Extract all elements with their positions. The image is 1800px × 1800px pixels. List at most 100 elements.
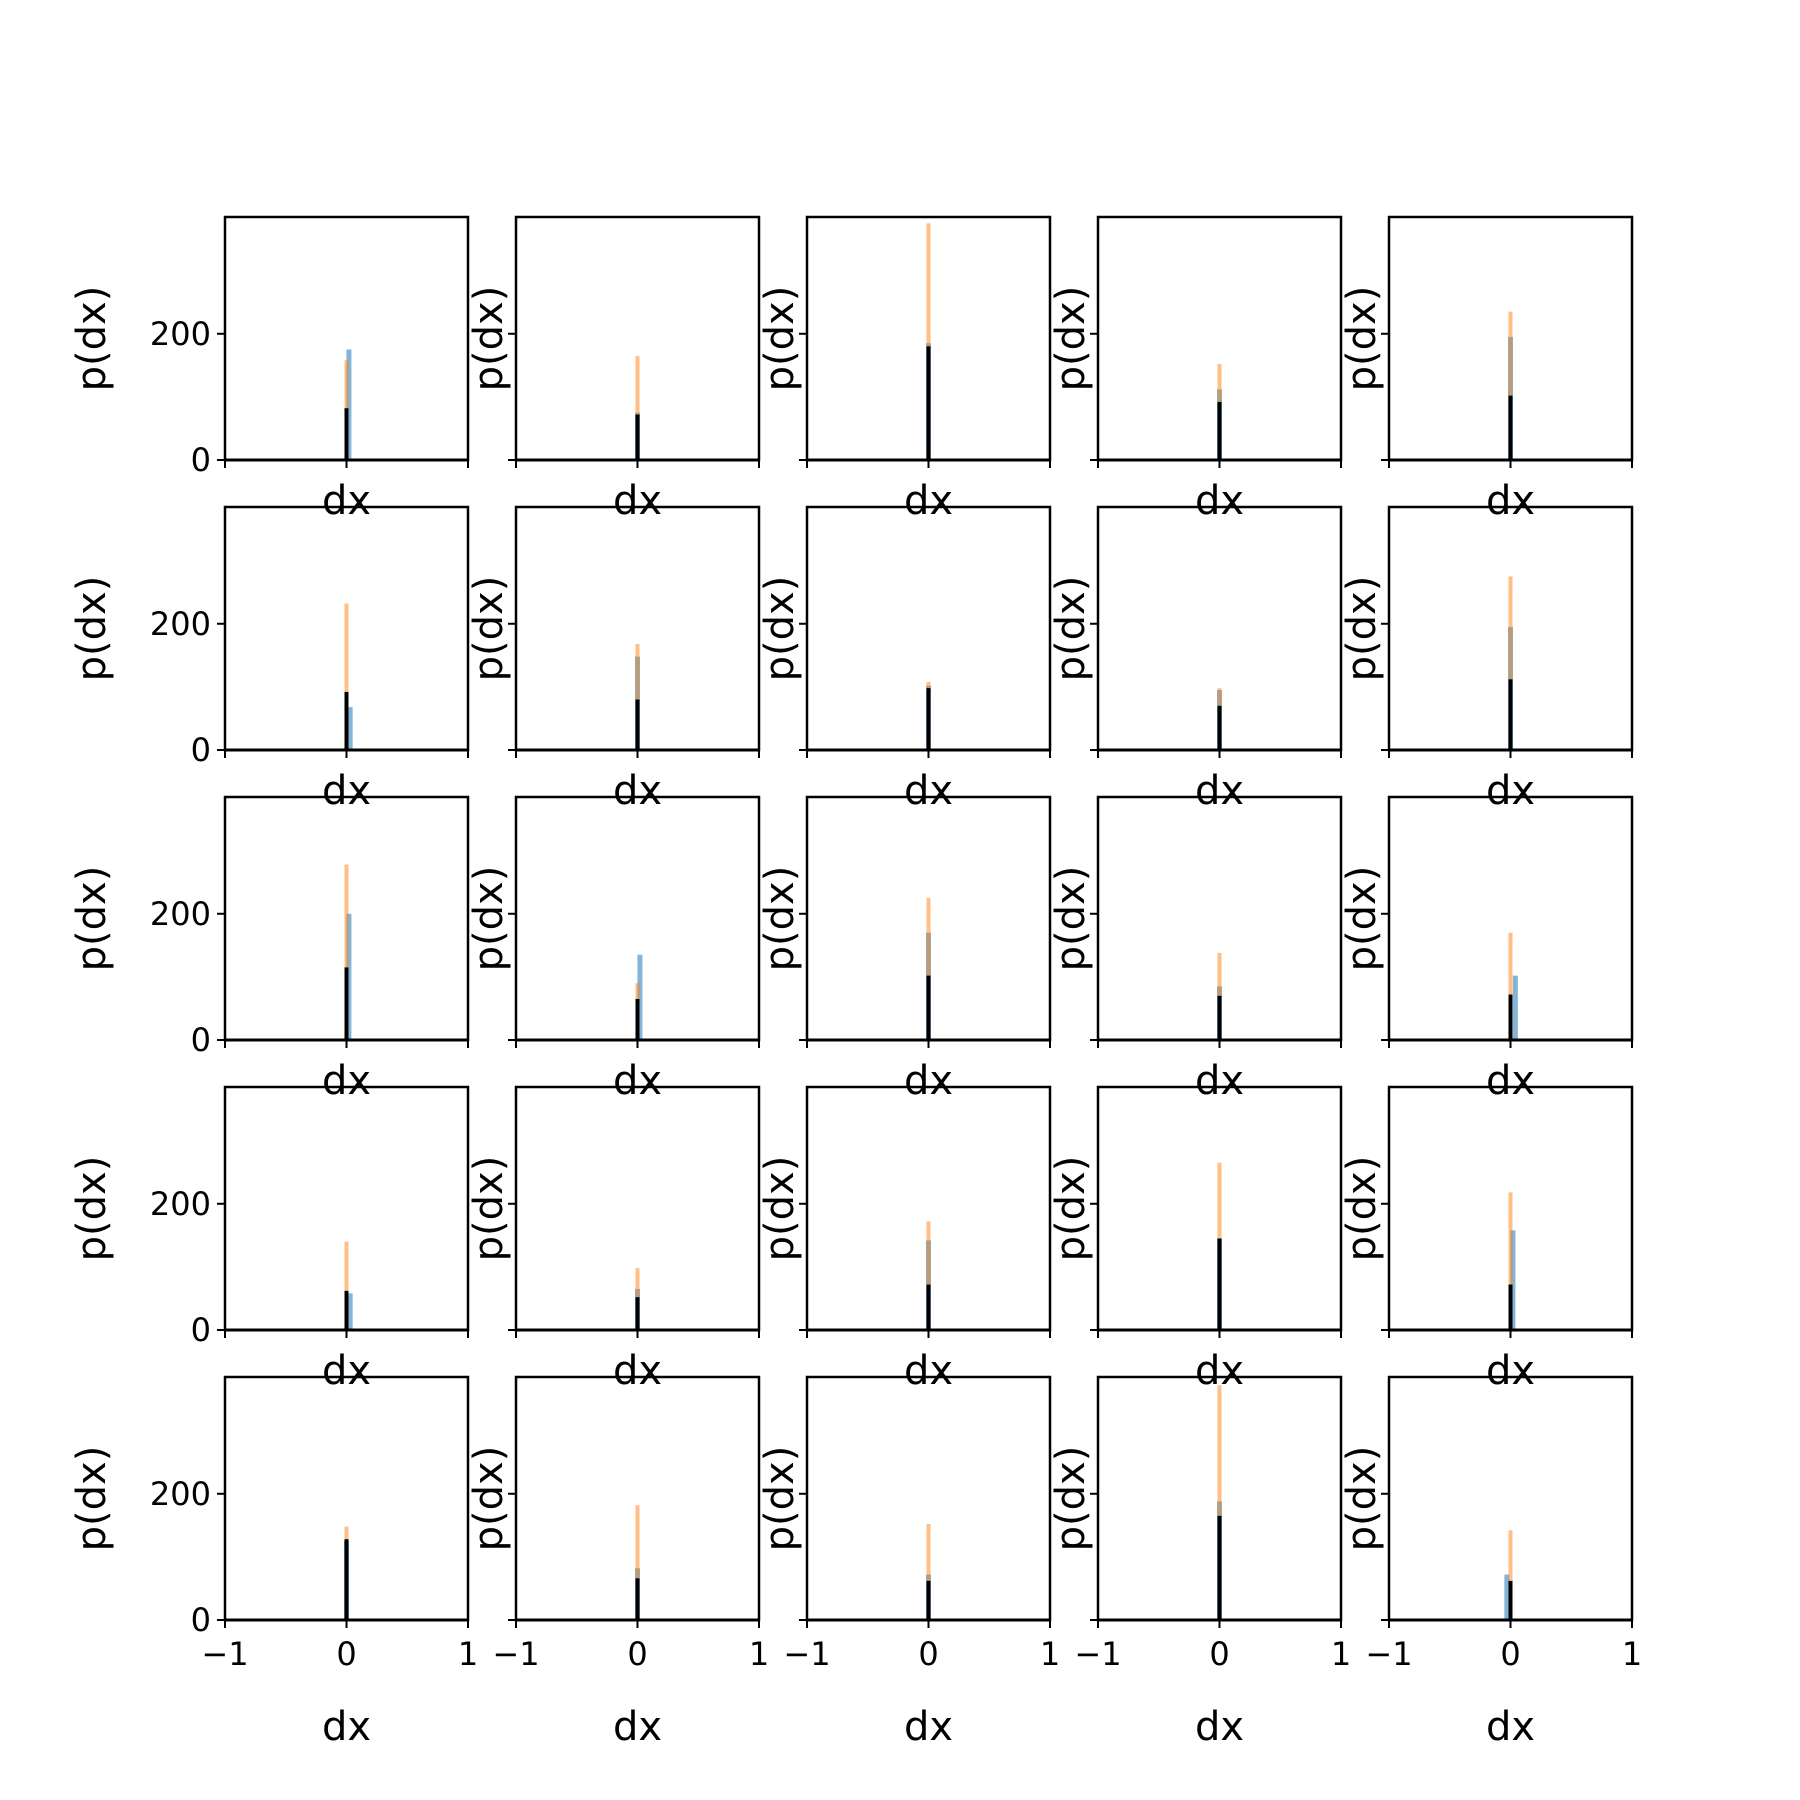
panel-1-2: dx p(dx) (466, 215, 761, 524)
histogram-bar-blue (346, 349, 352, 460)
x-tick-label: −1 (1074, 1635, 1121, 1673)
histogram-bar-black (926, 975, 931, 1040)
histogram-bar-orange (344, 864, 349, 1040)
histogram-bar-black (1508, 1580, 1513, 1620)
y-tick-label: 0 (191, 1601, 211, 1639)
panel-4-5: dx p(dx) (1339, 1085, 1634, 1394)
x-tick-label: 0 (1500, 1635, 1520, 1673)
histogram-bar-black (1508, 395, 1513, 460)
histogram-bar-orange (344, 603, 349, 750)
histogram-bar-orange (1508, 1530, 1513, 1620)
y-axis-label: p(dx) (757, 286, 803, 392)
panel-5-5: −1 0 1 dx p(dx) (1339, 1375, 1642, 1750)
histogram-bar-orange (1508, 576, 1513, 750)
x-tick-label: 1 (1040, 1635, 1060, 1673)
y-axis-label: p(dx) (69, 866, 115, 972)
panels-group: 0 200 dx p(dx) dx p(dx) dx p(dx) dx p(dx) dx p(dx) 0… (69, 215, 1642, 1750)
x-axis-label: dx (322, 768, 371, 814)
histogram-bar-black (1217, 705, 1222, 750)
y-axis-label: p(dx) (466, 866, 512, 972)
x-axis-label: dx (904, 768, 953, 814)
histogram-bar-blue (637, 954, 643, 1040)
x-axis-label: dx (613, 478, 662, 524)
x-tick-label: −1 (492, 1635, 539, 1673)
histogram-bar-black (926, 1580, 931, 1620)
panel-3-1: 0 200 dx p(dx) (69, 795, 470, 1104)
histogram-bar-orange (1508, 1192, 1513, 1330)
y-axis-label: p(dx) (69, 1156, 115, 1262)
panel-3-4: dx p(dx) (1048, 795, 1343, 1104)
y-axis-label: p(dx) (466, 286, 512, 392)
y-axis-label: p(dx) (69, 286, 115, 392)
histogram-bar-black (635, 998, 640, 1040)
x-tick-label: 1 (749, 1635, 769, 1673)
y-axis-label: p(dx) (1339, 286, 1385, 392)
y-tick-label: 0 (191, 1021, 211, 1059)
histogram-bar-orange (1217, 1385, 1222, 1620)
y-axis-label: p(dx) (1048, 1446, 1094, 1552)
x-axis-label: dx (322, 1704, 371, 1750)
y-axis-label: p(dx) (466, 1156, 512, 1262)
histogram-bar-black (926, 346, 931, 460)
x-tick-label: 1 (1331, 1635, 1351, 1673)
histogram-bar-black (635, 1297, 640, 1330)
histogram-bar-orange (926, 1524, 931, 1620)
panel-2-5: dx p(dx) (1339, 505, 1634, 814)
y-tick-label: 200 (150, 1185, 211, 1223)
x-axis-label: dx (904, 1704, 953, 1750)
x-axis-label: dx (613, 768, 662, 814)
y-axis-label: p(dx) (757, 1156, 803, 1262)
x-axis-label: dx (613, 1348, 662, 1394)
panel-3-5: dx p(dx) (1339, 795, 1634, 1104)
panel-1-3: dx p(dx) (757, 215, 1052, 524)
panel-5-4: −1 0 1 dx p(dx) (1048, 1375, 1351, 1750)
histogram-bar-black (344, 408, 349, 460)
x-axis-label: dx (322, 1058, 371, 1104)
histogram-bar-black (1217, 1238, 1222, 1330)
y-axis-label: p(dx) (1339, 866, 1385, 972)
y-axis-label: p(dx) (1339, 1156, 1385, 1262)
y-axis-label: p(dx) (757, 576, 803, 682)
histogram-bar-blue (346, 913, 352, 1040)
y-axis-label: p(dx) (757, 1446, 803, 1552)
panel-4-3: dx p(dx) (757, 1085, 1052, 1394)
panel-2-4: dx p(dx) (1048, 505, 1343, 814)
x-axis-label: dx (1486, 1704, 1535, 1750)
y-axis-label: p(dx) (1339, 576, 1385, 682)
panel-4-4: dxp(dx) (1048, 1085, 1343, 1394)
histogram-bar-black (1508, 1284, 1513, 1330)
x-tick-label: −1 (1365, 1635, 1412, 1673)
x-axis-label: dx (1195, 768, 1244, 814)
y-axis-label: p(dx) (1048, 286, 1094, 392)
x-tick-label: 0 (1209, 1635, 1229, 1673)
histogram-bar-blue (347, 1293, 353, 1330)
panel-4-1: 0 200 dx p(dx) (69, 1085, 470, 1394)
panel-3-3: dx p(dx) (757, 795, 1052, 1104)
histogram-bar-black (1508, 994, 1513, 1040)
histogram-bar-blue (347, 707, 353, 750)
histogram-bar-orange (635, 355, 640, 460)
y-axis-label: p(dx) (1048, 1156, 1094, 1262)
histogram-bar-black (344, 1290, 349, 1330)
panel-1-4: dx p(dx) (1048, 215, 1343, 524)
x-axis-label: dx (1486, 1348, 1535, 1394)
panel-4-2: dx p(dx) (466, 1085, 761, 1394)
x-axis-label: dx (322, 1348, 371, 1394)
histogram-bar-blue (1512, 975, 1518, 1040)
y-axis-label: p(dx) (1048, 576, 1094, 682)
histogram-bar-orange (344, 1241, 349, 1330)
histogram-bar-orange (926, 223, 931, 460)
x-tick-label: 0 (627, 1635, 647, 1673)
histogram-bar-blue (1510, 1230, 1516, 1330)
histogram-bar-orange (635, 643, 640, 750)
y-axis-label: p(dx) (69, 1446, 115, 1552)
x-tick-label: −1 (783, 1635, 830, 1673)
y-tick-label: 0 (191, 731, 211, 769)
x-axis-label: dx (904, 478, 953, 524)
x-axis-label: dx (1486, 1058, 1535, 1104)
y-axis-label: p(dx) (1048, 866, 1094, 972)
x-axis-label: dx (1195, 1704, 1244, 1750)
histogram-bar-black (926, 688, 931, 750)
histogram-bar-black (1508, 679, 1513, 750)
y-tick-label: 0 (191, 441, 211, 479)
